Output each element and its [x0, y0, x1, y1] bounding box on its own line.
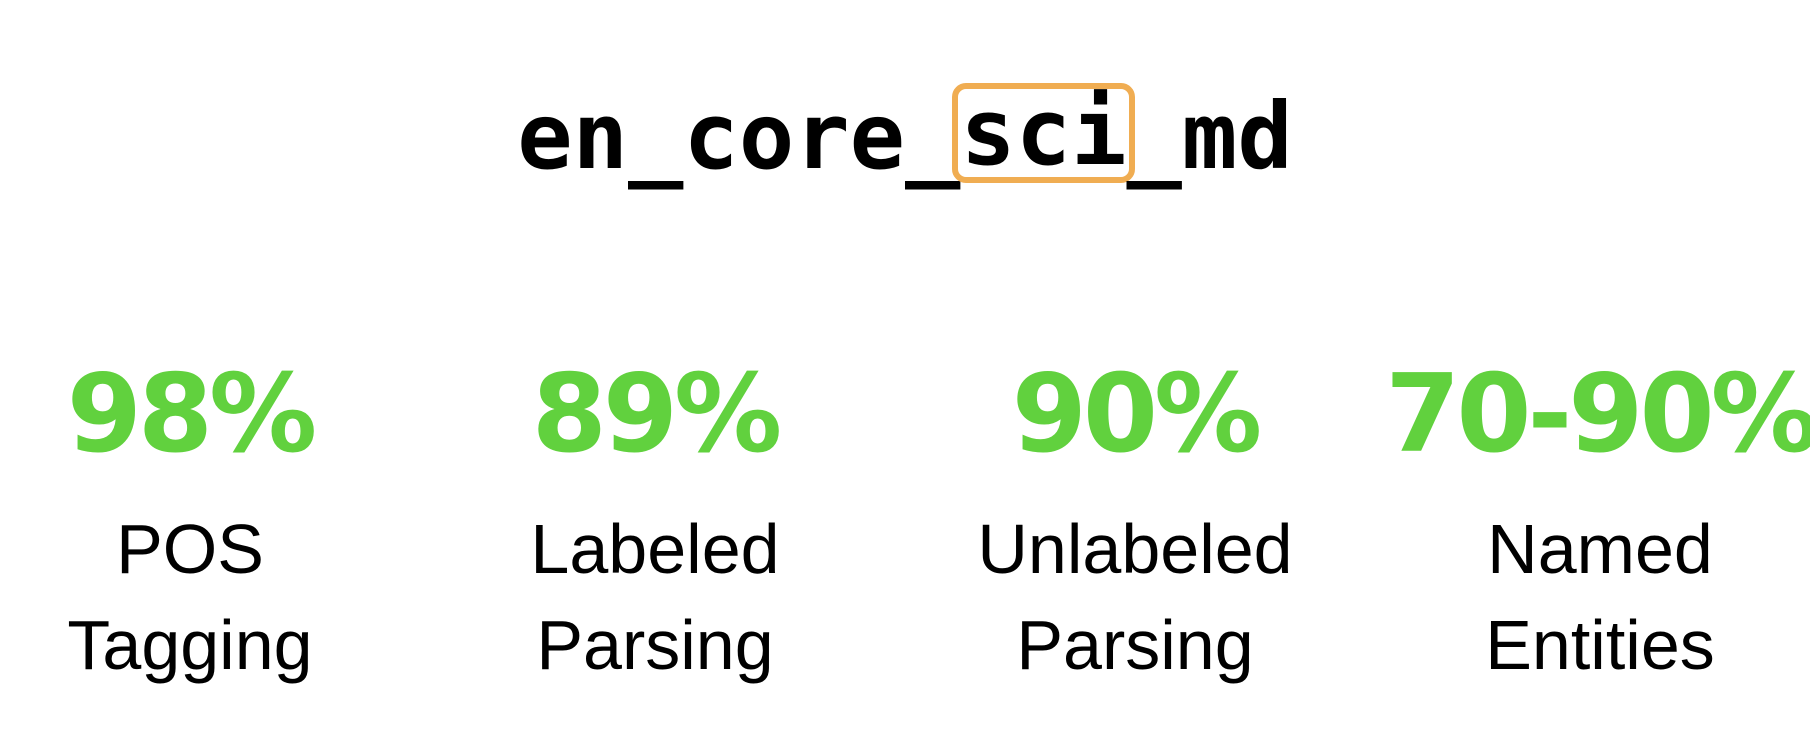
metric-value: 70-90%	[1385, 352, 1810, 477]
metric-label-line: Parsing	[536, 606, 774, 684]
metric-labeled-parsing: 89% Labeled Parsing	[505, 352, 805, 693]
metric-value: 89%	[531, 352, 783, 477]
metric-label-line: POS	[116, 510, 264, 588]
model-name-title: en_core_sci_md	[0, 82, 1810, 192]
metric-label-line: Labeled	[530, 510, 780, 588]
metric-label-line: Entities	[1485, 606, 1715, 684]
metric-label-line: Parsing	[1016, 606, 1254, 684]
metric-label: Labeled Parsing	[505, 501, 805, 693]
metric-label-line: Named	[1487, 510, 1713, 588]
model-name-prefix: en_core_	[517, 83, 961, 190]
metric-label-line: Tagging	[67, 606, 313, 684]
metric-named-entities: 70-90% Named Entities	[1380, 352, 1810, 693]
model-name-suffix: _md	[1126, 83, 1293, 190]
metric-label-line: Unlabeled	[977, 510, 1293, 588]
metric-label: Named Entities	[1380, 501, 1810, 693]
metric-pos-tagging: 98% POS Tagging	[40, 352, 340, 693]
metric-unlabeled-parsing: 90% Unlabeled Parsing	[955, 352, 1315, 693]
model-name-highlight: sci	[952, 83, 1135, 183]
metric-label: POS Tagging	[40, 501, 340, 693]
metric-label: Unlabeled Parsing	[955, 501, 1315, 693]
metric-value: 98%	[66, 352, 318, 477]
metric-value: 90%	[1011, 352, 1263, 477]
